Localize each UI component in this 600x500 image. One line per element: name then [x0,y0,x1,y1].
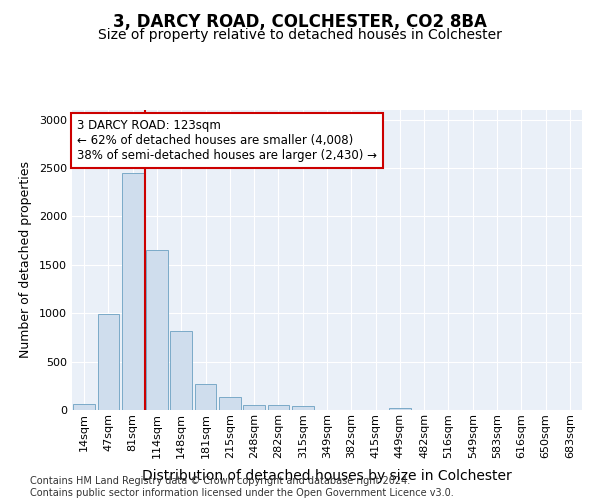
X-axis label: Distribution of detached houses by size in Colchester: Distribution of detached houses by size … [142,469,512,483]
Bar [268,405,289,410]
Y-axis label: Number of detached properties: Number of detached properties [19,162,32,358]
Bar [146,250,168,410]
Bar [122,173,143,410]
Bar [97,314,119,410]
Bar [194,384,217,410]
Bar [170,330,192,410]
Bar [243,405,265,410]
Bar [292,406,314,410]
Bar [219,398,241,410]
Bar [389,408,411,410]
Text: 3 DARCY ROAD: 123sqm
← 62% of detached houses are smaller (4,008)
38% of semi-de: 3 DARCY ROAD: 123sqm ← 62% of detached h… [77,119,377,162]
Text: Size of property relative to detached houses in Colchester: Size of property relative to detached ho… [98,28,502,42]
Text: Contains HM Land Registry data © Crown copyright and database right 2024.
Contai: Contains HM Land Registry data © Crown c… [30,476,454,498]
Bar [73,404,95,410]
Text: 3, DARCY ROAD, COLCHESTER, CO2 8BA: 3, DARCY ROAD, COLCHESTER, CO2 8BA [113,12,487,30]
